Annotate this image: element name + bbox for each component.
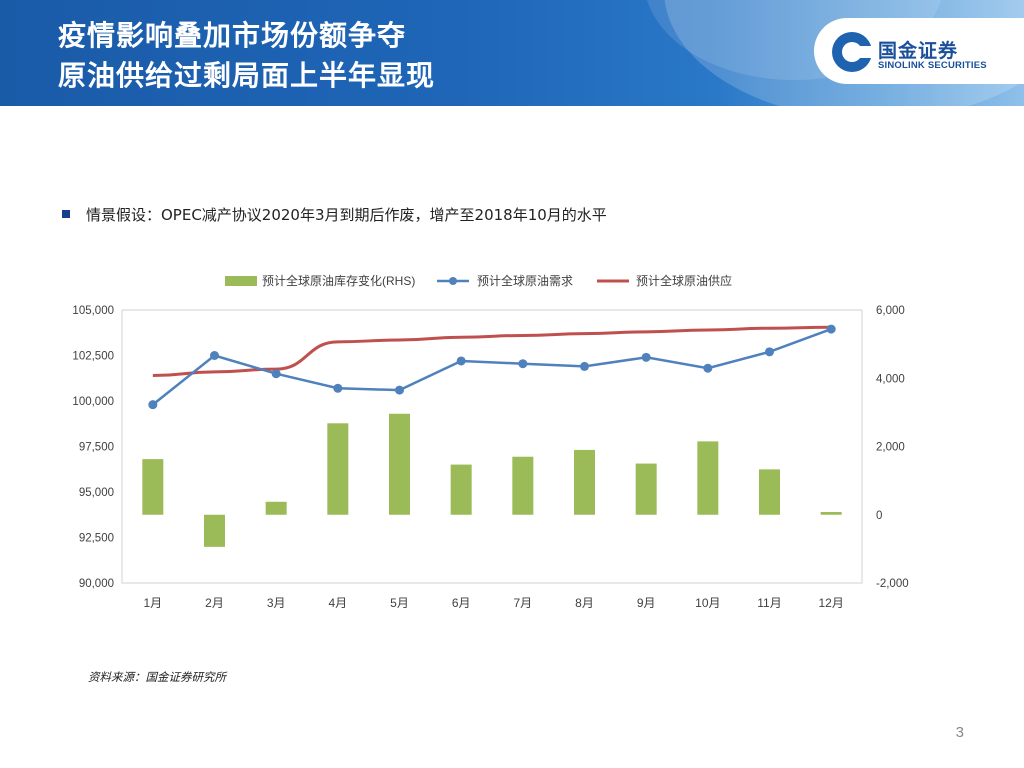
inventory-bar bbox=[635, 463, 657, 515]
inventory-bar bbox=[697, 441, 719, 515]
demand-point bbox=[148, 400, 158, 410]
plot-area bbox=[121, 309, 863, 584]
logo-icon bbox=[832, 32, 874, 72]
legend-label-demand: 预计全球原油需求 bbox=[477, 273, 573, 288]
y-left-tick-label: 90,000 bbox=[79, 578, 114, 590]
x-tick-label: 1月 bbox=[143, 596, 162, 610]
demand-point bbox=[580, 361, 589, 371]
x-tick-label: 6月 bbox=[452, 596, 471, 610]
inventory-bar bbox=[450, 464, 472, 515]
logo-cn-text: 国金证券 bbox=[878, 40, 959, 62]
x-tick-label: 5月 bbox=[390, 596, 409, 610]
legend-label-supply: 预计全球原油供应 bbox=[636, 273, 732, 288]
demand-point bbox=[826, 324, 836, 334]
inventory-bar bbox=[574, 449, 595, 515]
x-tick-label: 7月 bbox=[513, 596, 532, 610]
demand-line bbox=[152, 327, 832, 406]
y-left-tick-label: 102,500 bbox=[72, 351, 114, 363]
inventory-bar bbox=[389, 413, 410, 515]
x-tick-label: 9月 bbox=[637, 596, 656, 610]
scenario-bullet: 情景假设：OPEC减产协议2020年3月到期后作废，增产至2018年10月的水平 bbox=[62, 204, 607, 225]
demand-point bbox=[395, 385, 404, 395]
y-right-tick-label: -2,000 bbox=[876, 578, 909, 590]
y-right-tick-label: 0 bbox=[876, 510, 882, 522]
x-tick-label: 3月 bbox=[267, 596, 286, 610]
demand-point bbox=[210, 351, 219, 360]
y-left-tick-label: 105,000 bbox=[72, 305, 114, 317]
demand-point bbox=[518, 359, 528, 369]
y-left-tick-label: 92,500 bbox=[79, 533, 114, 545]
x-tick-label: 8月 bbox=[575, 596, 594, 610]
inventory-bar bbox=[327, 423, 349, 515]
x-tick-label: 10月 bbox=[695, 596, 720, 610]
header-banner: 疫情影响叠加市场份额争夺 原油供给过剩局面上半年显现 国金证券 SINOLINK… bbox=[0, 0, 1024, 106]
demand-point bbox=[271, 369, 281, 379]
scenario-text: 情景假设：OPEC减产协议2020年3月到期后作废，增产至2018年10月的水平 bbox=[86, 206, 607, 224]
legend-bar-swatch bbox=[225, 276, 257, 286]
x-tick-label: 11月 bbox=[757, 596, 781, 610]
inventory-bar bbox=[265, 501, 287, 515]
y-left-tick-label: 95,000 bbox=[79, 487, 114, 499]
slide-title-line2: 原油供给过剩局面上半年显现 bbox=[58, 59, 436, 92]
inventory-bar bbox=[512, 456, 534, 515]
y-left-tick-label: 100,000 bbox=[72, 396, 114, 408]
slide-title-line1: 疫情影响叠加市场份额争夺 bbox=[58, 19, 407, 52]
inventory-bar bbox=[759, 469, 780, 515]
demand-point bbox=[765, 347, 774, 357]
y-right-tick-label: 4,000 bbox=[876, 373, 905, 385]
demand-point bbox=[456, 356, 466, 366]
legend-demand-marker bbox=[449, 277, 457, 285]
company-logo: 国金证券 SINOLINK SECURITIES bbox=[814, 18, 1024, 84]
y-right-tick-label: 6,000 bbox=[876, 305, 905, 317]
inventory-bar bbox=[142, 459, 164, 515]
legend-label-inventory: 预计全球原油库存变化(RHS) bbox=[262, 273, 415, 288]
x-tick-label: 2月 bbox=[205, 596, 224, 610]
logo-en-text: SINOLINK SECURITIES bbox=[878, 60, 987, 71]
inventory-bar bbox=[204, 514, 225, 547]
demand-point bbox=[703, 363, 713, 373]
page-number: 3 bbox=[955, 724, 964, 741]
y-left-tick-label: 97,500 bbox=[79, 442, 114, 454]
y-right-tick-label: 2,000 bbox=[876, 442, 905, 454]
bullet-square-icon bbox=[62, 210, 70, 218]
demand-point bbox=[641, 352, 651, 362]
demand-point bbox=[333, 383, 343, 393]
inventory-bar bbox=[820, 512, 842, 515]
source-note: 资料来源：国金证券研究所 bbox=[88, 670, 226, 684]
x-tick-label: 12月 bbox=[818, 596, 843, 610]
x-tick-label: 4月 bbox=[328, 596, 347, 610]
